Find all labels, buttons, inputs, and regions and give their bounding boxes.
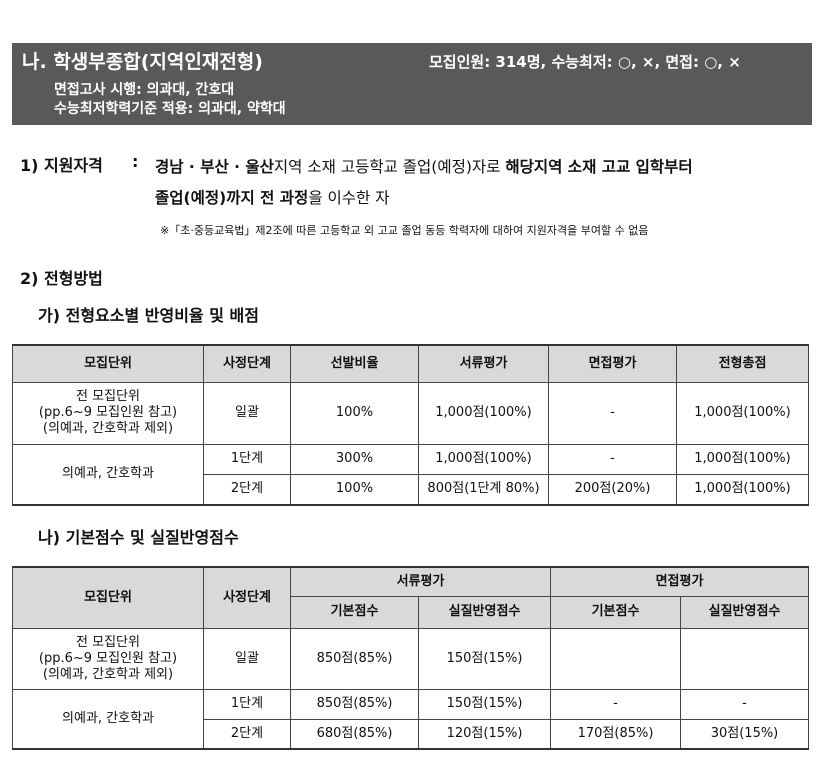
cell: 1,000점(100%) [418, 443, 549, 475]
cell: 일괄 [203, 627, 291, 690]
header-line: 면접고사 시행: 의과대, 간호대 [54, 82, 235, 98]
text-segment: 을 이수한 자 [308, 189, 390, 207]
cell: 150점(15%) [418, 627, 551, 690]
header-cell: 면접평가 [550, 566, 809, 597]
header-cell: 모집단위 [12, 344, 204, 383]
section-label: 2) 전형방법 [20, 269, 103, 288]
header-cell: 모집단위 [12, 566, 204, 629]
text-segment: 해당지역 소재 고교 입학부터 [505, 158, 693, 176]
header-cell: 실질반영점수 [418, 595, 551, 629]
header-cell: 면접평가 [548, 344, 677, 383]
header-cell: 선발비율 [290, 344, 419, 383]
cell: 2단계 [203, 718, 291, 750]
table-title: 가) 전형요소별 반영비율 및 배점 [38, 306, 259, 325]
cell: 150점(15%) [418, 688, 551, 720]
cell: 일괄 [203, 381, 291, 445]
cell: 전 모집단위 (pp.6~9 모집인원 참고) (의예과, 간호학과 제외) [12, 627, 204, 690]
header-cell: 서류평가 [290, 566, 551, 597]
cell: 200점(20%) [548, 473, 677, 506]
cell: 1,000점(100%) [418, 381, 549, 445]
cell: 2단계 [203, 473, 291, 506]
cell: - [548, 443, 677, 475]
header-line: 수능최저학력기준 적용: 의과대, 약학대 [54, 101, 286, 117]
header-cell: 실질반영점수 [680, 595, 809, 629]
cell: 1,000점(100%) [676, 443, 809, 475]
cell: 100% [290, 473, 419, 506]
qualification: 경남 · 부산 · 울산지역 소재 고등학교 졸업(예정)자로 해당지역 소재 … [155, 152, 693, 214]
section-label: 1) 지원자격 [20, 156, 103, 175]
header-cell: 기본점수 [290, 595, 419, 629]
cell: 1,000점(100%) [676, 381, 809, 445]
table: 모집단위 사정단계 서류평가 면접평가 기본점수 실질반영점수 기본점수 실질반영점수 전 … [12, 566, 809, 750]
header-summary: 모집인원: 314명, 수능최저: ○, ×, 면접: ○, × [429, 53, 741, 71]
cell: 100% [290, 381, 419, 445]
note: ※「초·중등교육법」제2조에 따른 고등학교 외 고교 졸업 동등 학력자에 대… [160, 224, 649, 237]
cell: 전 모집단위 (pp.6~9 모집인원 참고) (의예과, 간호학과 제외) [12, 381, 204, 445]
cell: 680점(85%) [290, 718, 419, 750]
separator: : [132, 152, 139, 171]
cell: 1단계 [203, 443, 291, 475]
text-segment: 졸업(예정)까지 전 과정 [155, 189, 309, 207]
text-segment: 지역 소재 고등학교 졸업(예정)자로 [273, 158, 506, 176]
cell: 30점(15%) [680, 718, 809, 750]
cell [680, 627, 809, 690]
cell [550, 627, 681, 690]
cell: 1,000점(100%) [676, 473, 809, 506]
cell: 800점(1단계 80%) [418, 473, 549, 506]
cell: 850점(85%) [290, 688, 419, 720]
header-cell: 사정단계 [203, 344, 291, 383]
cell: - [550, 688, 681, 720]
text-segment: 경남 · 부산 · 울산 [155, 158, 274, 176]
qualification-line: 졸업(예정)까지 전 과정을 이수한 자 [155, 183, 693, 214]
cell: 300% [290, 443, 419, 475]
header-cell: 사정단계 [203, 566, 291, 629]
cell: 의예과, 간호학과 [12, 443, 204, 506]
header-box: 나. 학생부종합(지역인재전형) 모집인원: 314명, 수능최저: ○, ×,… [12, 43, 812, 125]
cell: 120점(15%) [418, 718, 551, 750]
header-cell: 서류평가 [418, 344, 549, 383]
header-cell: 기본점수 [550, 595, 681, 629]
table-title: 나) 기본점수 및 실질반영점수 [38, 528, 239, 547]
cell: 1단계 [203, 688, 291, 720]
cell: - [548, 381, 677, 445]
header-title: 나. 학생부종합(지역인재전형) [22, 51, 263, 73]
header-cell: 전형총점 [676, 344, 809, 383]
table: 모집단위 사정단계 선발비율 서류평가 면접평가 전형총점 전 모집단위 (pp.6~9 … [12, 344, 809, 506]
cell: 의예과, 간호학과 [12, 688, 204, 750]
cell: - [680, 688, 809, 720]
cell: 850점(85%) [290, 627, 419, 690]
cell: 170점(85%) [550, 718, 681, 750]
qualification-line: 경남 · 부산 · 울산지역 소재 고등학교 졸업(예정)자로 해당지역 소재 … [155, 152, 693, 183]
